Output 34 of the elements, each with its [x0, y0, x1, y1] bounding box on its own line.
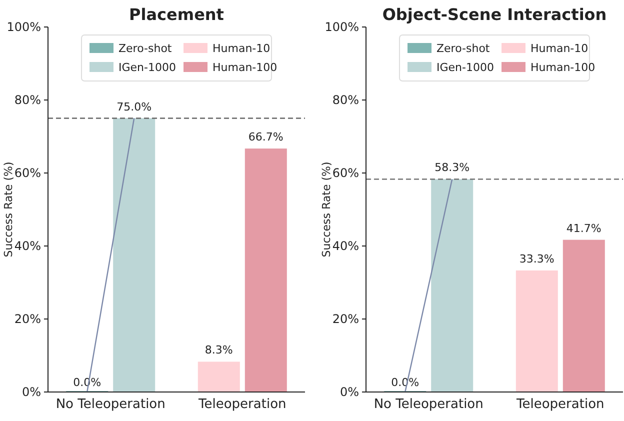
chart-title: Object-Scene Interaction: [382, 5, 607, 24]
y-tick-label: 20%: [332, 312, 359, 326]
data-label: 8.3%: [204, 344, 233, 357]
y-tick-label: 80%: [14, 93, 41, 108]
y-tick-label: 100%: [6, 20, 41, 34]
legend-label: IGen-1000: [118, 60, 176, 74]
data-label: 75.0%: [116, 100, 152, 114]
legend-label: Human-10: [212, 42, 270, 55]
chart-title: Placement: [129, 5, 224, 24]
legend-label: Zero-shot: [118, 42, 172, 55]
y-tick-label: 60%: [332, 166, 359, 180]
legend-label: Human-100: [212, 60, 278, 74]
y-axis-title: Success Rate (%): [2, 162, 15, 258]
data-label: 58.3%: [434, 161, 470, 174]
y-tick-label: 0%: [340, 385, 359, 400]
y-tick-label: 0%: [22, 385, 41, 400]
data-label: 33.3%: [519, 252, 554, 266]
data-label: 41.7%: [566, 222, 602, 235]
y-tick-label: 60%: [14, 166, 41, 180]
y-tick-label: 20%: [14, 312, 41, 326]
y-tick-label: 40%: [332, 239, 359, 254]
x-tick-label: No Teleoperation: [374, 397, 484, 412]
y-tick-label: 40%: [14, 239, 41, 254]
legend-label: Zero-shot: [436, 42, 490, 55]
legend-label: Human-10: [530, 42, 588, 55]
legend-label: IGen-1000: [436, 60, 494, 74]
data-label: 66.7%: [248, 130, 284, 144]
x-tick-label: Teleoperation: [516, 397, 604, 412]
y-tick-label: 100%: [324, 20, 359, 34]
y-tick-label: 80%: [332, 93, 359, 108]
legend-label: Human-100: [530, 60, 596, 74]
y-axis-title: Success Rate (%): [320, 162, 333, 258]
x-tick-label: Teleoperation: [198, 397, 286, 412]
x-tick-label: No Teleoperation: [56, 397, 166, 412]
